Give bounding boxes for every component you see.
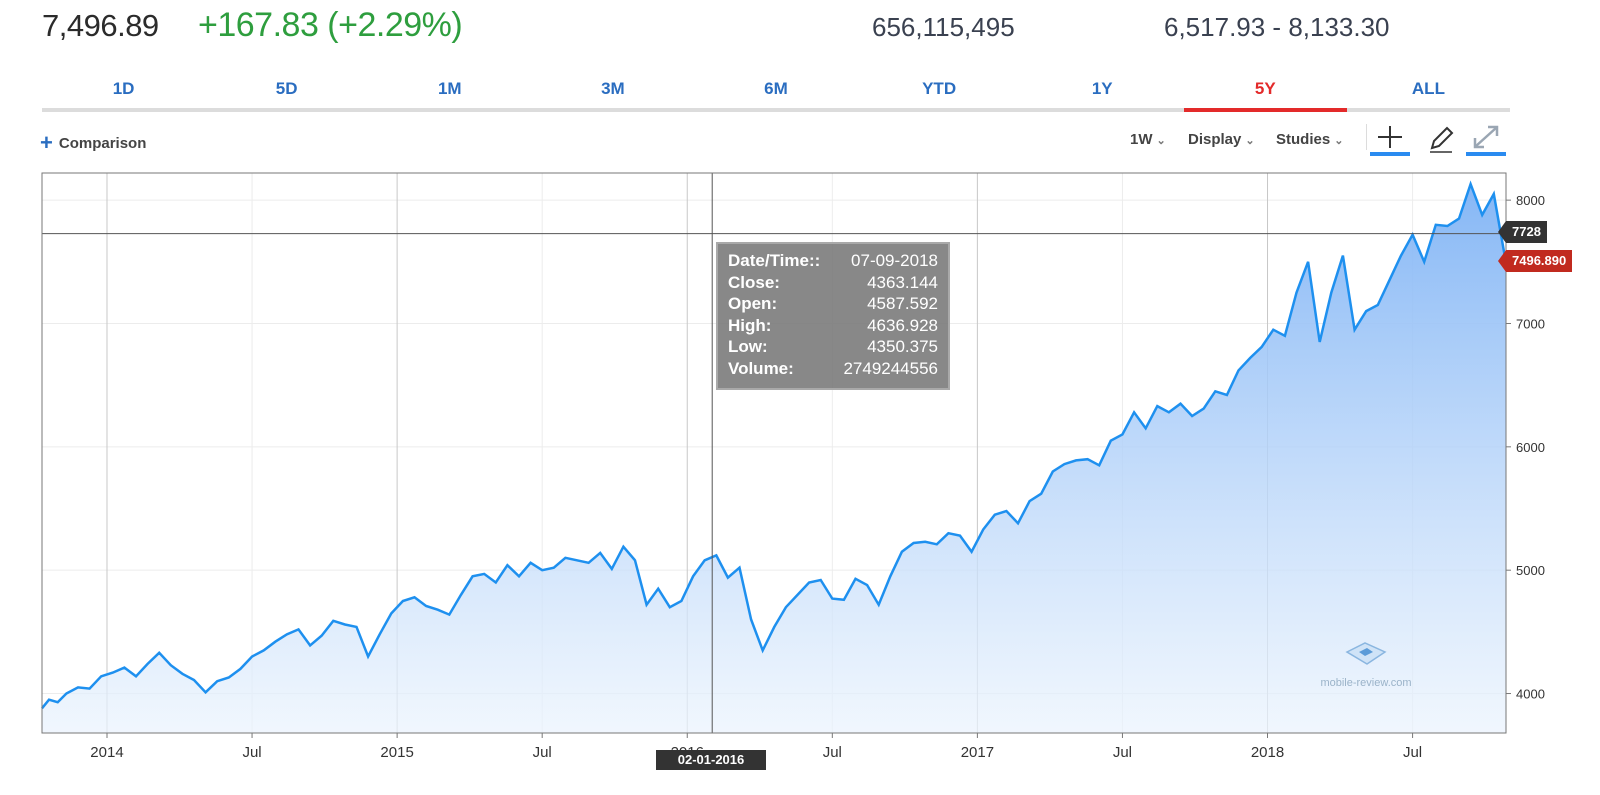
y-tick-label: 4000 — [1516, 687, 1545, 702]
tooltip-value: 4587.592 — [867, 294, 938, 313]
tab-6m[interactable]: 6M — [764, 79, 788, 98]
interval-label: 1W — [1130, 131, 1153, 148]
data-tooltip: Date/Time:: 07-09-2018 Close: 4363.144 Ope… — [716, 242, 950, 390]
y-tick-label: 5000 — [1516, 563, 1545, 578]
x-tick-label: 2018 — [1251, 744, 1284, 761]
last-price-badge: 7496.890 — [1497, 250, 1573, 272]
time-range-tabs: 1D 5D 1M 3M 6M YTD 1Y 5Y ALL — [42, 74, 1510, 112]
tooltip-value: 4363.144 — [867, 272, 938, 292]
tooltip-key: Low: — [728, 337, 768, 356]
chevron-down-icon: ⌄ — [1156, 135, 1166, 147]
tooltip-row: Low: 4350.375 — [728, 336, 938, 358]
x-tick-label: 2017 — [961, 744, 994, 761]
tab-3m[interactable]: 3M — [601, 79, 625, 98]
tooltip-value: 2749244556 — [843, 358, 938, 378]
tooltip-value: 4636.928 — [867, 315, 938, 335]
tool-active-bar — [1370, 152, 1410, 156]
crosshair — [42, 173, 1506, 733]
toolbar-divider — [1366, 124, 1367, 150]
tab-1m[interactable]: 1M — [437, 79, 462, 98]
x-tick-label: Jul — [533, 744, 552, 761]
studies-dropdown[interactable]: Studies ⌄ — [1276, 131, 1343, 148]
x-tick-label: Jul — [1113, 744, 1132, 761]
pencil-icon — [1430, 126, 1454, 153]
y-tick-label: 6000 — [1516, 440, 1545, 455]
x-tick-label: Jul — [823, 744, 842, 761]
tooltip-value: 4350.375 — [867, 337, 938, 356]
tooltip-row: Open: 4587.592 — [728, 293, 938, 315]
tooltip-row: High: 4636.928 — [728, 315, 938, 337]
chart-toolbar: + Comparison 1W ⌄ Display ⌄ Studies ⌄ — [0, 120, 1600, 160]
quote-header: 7,496.89 +167.83 (+2.29%) 656,115,495 6,… — [0, 0, 1600, 60]
crosshair-icon — [1378, 126, 1402, 148]
x-tick-label: Jul — [242, 744, 261, 761]
tooltip-row: Volume: 2749244556 — [728, 358, 938, 380]
price-change: +167.83 (+2.29%) — [198, 6, 463, 44]
draw-tool-button[interactable] — [1420, 122, 1460, 156]
tab-ytd[interactable]: YTD — [922, 79, 957, 98]
tooltip-key: Close: — [728, 272, 780, 292]
chevron-down-icon: ⌄ — [1245, 135, 1255, 147]
tooltip-key: High: — [728, 315, 772, 335]
chevron-down-icon: ⌄ — [1334, 135, 1344, 147]
tooltip-value: 07-09-2018 — [851, 251, 938, 270]
x-axis: 2014Jul2015Jul2016Jul2017Jul2018Jul — [90, 733, 1422, 761]
x-tick-label: 2014 — [90, 744, 123, 761]
y-axis: 4000 5000 6000 7000 8000 — [1506, 193, 1545, 702]
watermark-text: mobile-review.com — [1320, 677, 1412, 689]
tab-1d[interactable]: 1D — [112, 79, 135, 98]
display-label: Display — [1188, 131, 1242, 148]
expand-icon — [1473, 125, 1499, 149]
price-area — [42, 184, 1506, 734]
tab-all[interactable]: ALL — [1411, 79, 1445, 98]
crosshair-value-badge: 7728 — [1498, 221, 1547, 243]
day-range: 6,517.93 - 8,133.30 — [1164, 12, 1390, 42]
tooltip-row: Date/Time:: 07-09-2018 — [728, 250, 938, 272]
x-tick-label: Jul — [1403, 744, 1422, 761]
tooltip-key: Open: — [728, 294, 778, 313]
x-tick-label: 2015 — [380, 744, 413, 761]
plus-icon: + — [40, 130, 53, 155]
plot-frame — [41, 172, 1507, 734]
tab-5d[interactable]: 5D — [275, 79, 298, 98]
fullscreen-button[interactable] — [1466, 122, 1506, 156]
tool-active-bar — [1466, 152, 1506, 156]
studies-label: Studies — [1276, 131, 1331, 148]
last-price: 7,496.89 — [42, 8, 159, 43]
volume-value: 656,115,495 — [872, 12, 1015, 42]
watermark: mobile-review.com — [1316, 640, 1416, 689]
comparison-button[interactable]: + Comparison — [40, 130, 146, 156]
y-tick-label: 7000 — [1516, 316, 1545, 331]
tab-1y[interactable]: 1Y — [1091, 79, 1113, 98]
crosshair-date-badge: 02-01-2016 — [656, 750, 766, 770]
price-line — [41, 180, 1508, 710]
tooltip-key: Volume: — [728, 358, 794, 378]
crosshair-tool-button[interactable] — [1370, 122, 1410, 156]
tab-5y[interactable]: 5Y — [1183, 74, 1347, 112]
interval-dropdown[interactable]: 1W ⌄ — [1130, 131, 1166, 148]
watermark-logo-icon — [1345, 642, 1387, 665]
y-tick-label: 8000 — [1516, 193, 1545, 208]
comparison-label: Comparison — [58, 135, 147, 152]
display-dropdown[interactable]: Display ⌄ — [1188, 131, 1255, 148]
tooltip-key: Date/Time:: — [728, 251, 821, 270]
tooltip-row: Close: 4363.144 — [728, 272, 938, 294]
